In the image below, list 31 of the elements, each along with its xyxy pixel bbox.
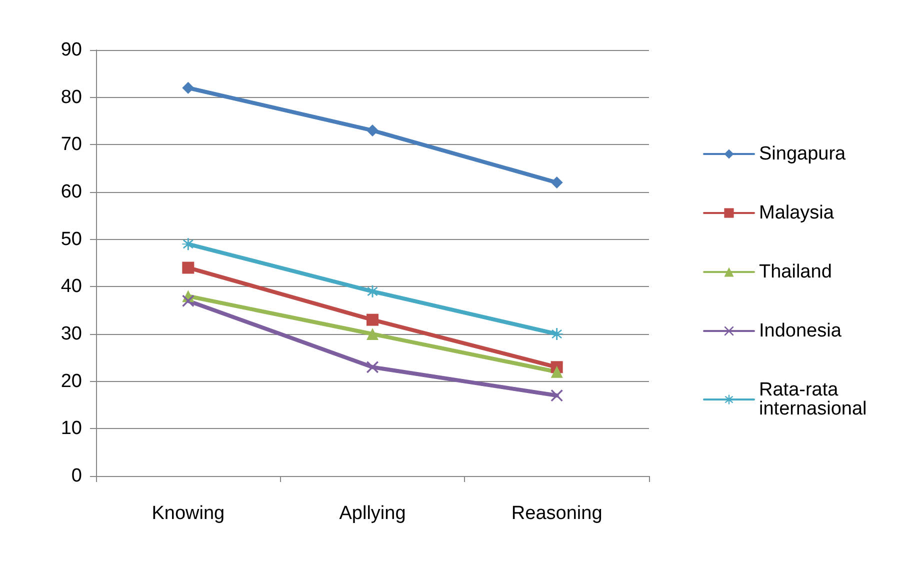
point: [182, 82, 194, 94]
point: [182, 262, 194, 274]
point: [366, 328, 378, 340]
y-tick-label: 40: [60, 276, 82, 298]
y-tick-label: 60: [60, 182, 82, 202]
x-tick-label: Knowing: [152, 503, 225, 524]
legend-label: Malaysia: [759, 202, 834, 224]
legend-label: Rata-rata internasional: [759, 380, 867, 420]
y-tick-label: 20: [60, 370, 82, 392]
y-tick-label: 50: [60, 228, 82, 250]
y-tick-label: 10: [60, 418, 82, 440]
x-tick-label: Reasoning: [511, 503, 602, 524]
point: [550, 328, 563, 340]
point: [550, 176, 563, 189]
y-tick-label: 30: [60, 324, 82, 344]
point: [182, 294, 194, 307]
point: [366, 124, 378, 136]
point: [550, 366, 563, 378]
legend-label: Singapura: [759, 144, 846, 164]
point: [550, 390, 563, 402]
y-tick-label: 90: [60, 40, 82, 60]
legend-label: Thailand: [759, 262, 832, 282]
y-tick-label: 70: [60, 134, 82, 156]
point: [182, 238, 194, 250]
y-tick-label: 80: [60, 86, 82, 108]
y-tick-label: 0: [71, 466, 82, 486]
legend-label: Indonesia: [759, 320, 842, 342]
point: [366, 314, 378, 326]
point: [366, 361, 378, 374]
point: [366, 285, 378, 298]
x-tick-label: Apllying: [339, 503, 406, 524]
